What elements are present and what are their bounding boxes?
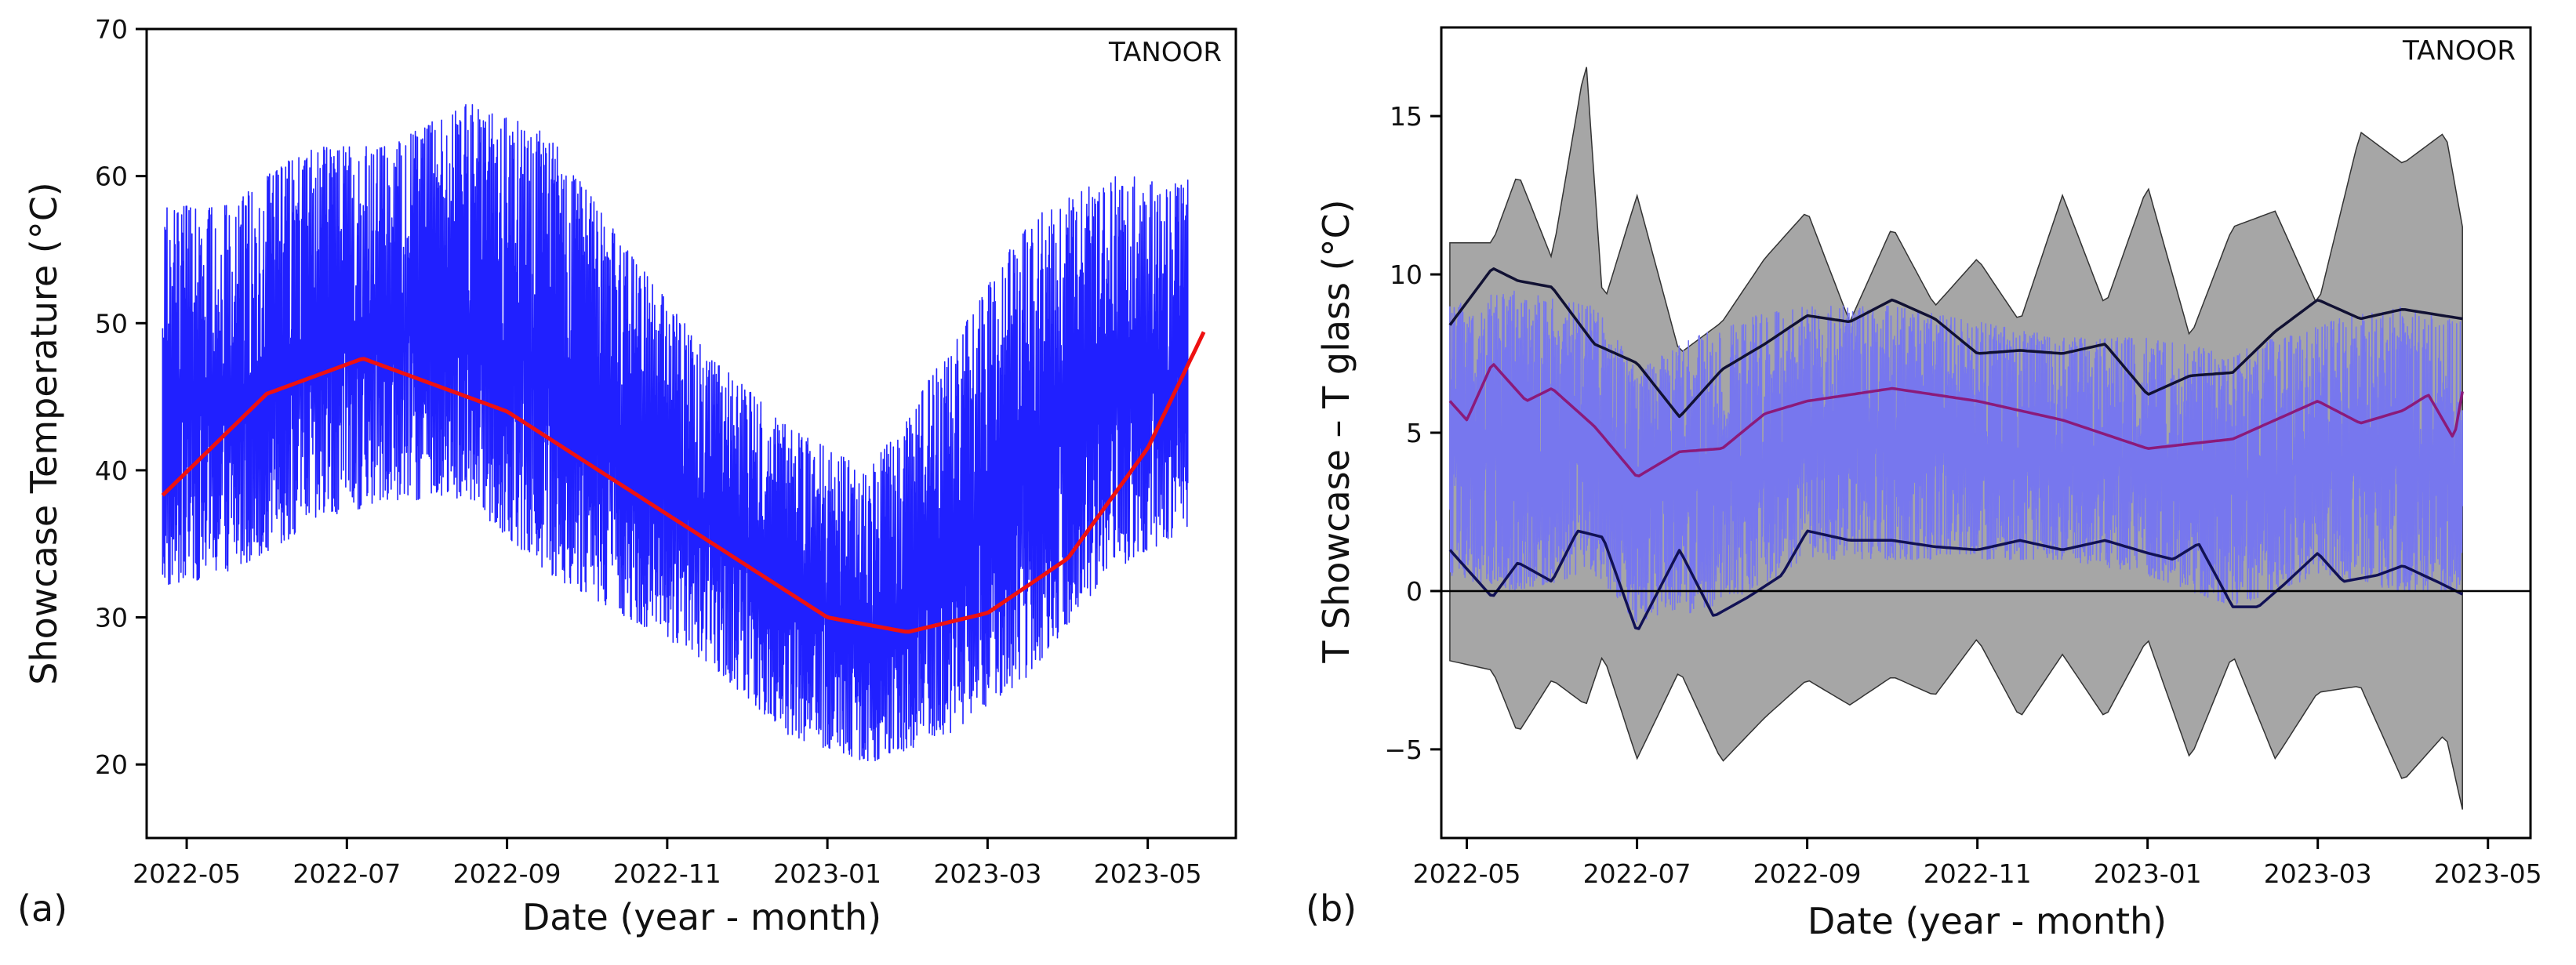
panel-a-axes-frame — [145, 27, 1237, 840]
x-tick-label: 2022-05 — [1413, 858, 1521, 889]
panel-b-y-ticks: −5 0 5 10 15 — [1384, 101, 1441, 765]
panel-a-x-ticks: 2022-05 2022-07 2022-09 2022-11 2023-01 2023-… — [133, 838, 1202, 889]
y-tick-label: −5 — [1384, 735, 1422, 765]
x-tick-label: 2022-09 — [453, 858, 561, 889]
panel-b: 2022-05 2022-07 2022-09 2022-11 2023-01 2023-… — [1306, 26, 2542, 942]
panel-a-y-ticks: 20 30 40 50 60 70 — [95, 14, 147, 780]
panel-a-y-axis-label: Showcase Temperature (°C) — [23, 182, 65, 685]
panel-a-plot-area — [161, 103, 1206, 762]
panel-b-annotation: TANOOR — [2402, 35, 2516, 67]
series-fitted-trend — [161, 331, 1206, 634]
x-tick-label: 2023-05 — [2434, 858, 2542, 889]
x-tick-label: 2023-05 — [1094, 858, 1202, 889]
x-tick-label: 2023-03 — [933, 858, 1041, 889]
panel-b-x-ticks: 2022-05 2022-07 2022-09 2022-11 2023-01 2023-… — [1413, 838, 2542, 889]
series-hourly-difference — [1449, 290, 2463, 622]
x-tick-label: 2022-07 — [292, 858, 401, 889]
y-tick-label: 15 — [1390, 101, 1422, 132]
x-tick-label: 2022-11 — [613, 858, 721, 889]
y-tick-label: 10 — [1390, 259, 1422, 290]
y-tick-label: 0 — [1406, 576, 1422, 607]
panel-a-label: (a) — [17, 887, 67, 930]
x-tick-label: 2023-01 — [773, 858, 881, 889]
series-lower-smoothed — [1448, 529, 2463, 630]
x-tick-label: 2023-01 — [2094, 858, 2202, 889]
panel-a-x-axis-label: Date (year - month) — [522, 896, 881, 938]
y-tick-label: 20 — [95, 749, 128, 780]
series-mean-smoothed — [1448, 363, 2464, 477]
panel-b-plot-area — [1441, 67, 2531, 810]
y-tick-label: 60 — [95, 161, 128, 192]
series-upper-smoothed — [1448, 267, 2463, 419]
y-tick-label: 50 — [95, 308, 128, 339]
panel-b-x-axis-label: Date (year - month) — [1808, 900, 2167, 942]
panel-a-annotation: TANOOR — [1108, 37, 1222, 68]
x-tick-label: 2022-07 — [1583, 858, 1691, 889]
x-tick-label: 2022-11 — [1924, 858, 2032, 889]
panel-b-label: (b) — [1306, 887, 1357, 930]
y-tick-label: 70 — [95, 14, 128, 45]
x-tick-label: 2022-05 — [133, 858, 241, 889]
y-tick-label: 30 — [95, 603, 128, 633]
x-tick-label: 2023-03 — [2264, 858, 2372, 889]
series-hourly-showcase-temperature — [162, 103, 1189, 762]
panel-a: 2022-05 2022-07 2022-09 2022-11 2023-01 2023-… — [17, 14, 1237, 938]
y-tick-label: 5 — [1406, 418, 1422, 448]
x-tick-label: 2022-09 — [1753, 858, 1862, 889]
panel-b-y-axis-label: T Showcase – T glass (°C) — [1315, 199, 1357, 663]
y-tick-label: 40 — [95, 455, 128, 486]
